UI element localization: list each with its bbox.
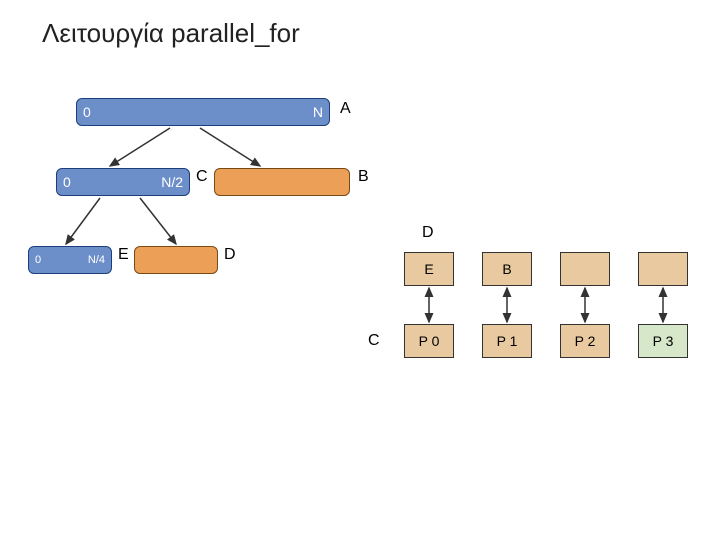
bar-a-right: N [313,104,323,120]
label-d: D [224,246,236,264]
label-b: B [358,168,369,186]
label-e: E [118,246,129,264]
box-top-2 [560,252,610,286]
box-top-0: E [404,252,454,286]
box-p0-label: P 0 [419,333,440,349]
bar-b [214,168,350,196]
bar-e-left: 0 [35,254,41,266]
bar-a: 0 N [76,98,330,126]
box-p1: P 1 [482,324,532,358]
box-p3: P 3 [638,324,688,358]
label-c: C [196,168,208,186]
bar-c-left: 0 [63,174,71,190]
page-title: Λειτουργία parallel_for [42,18,300,49]
bar-e: 0 N/4 [28,246,112,274]
box-p3-label: P 3 [653,333,674,349]
bar-c-right: N/2 [161,174,183,190]
box-top-1-label: B [502,261,511,277]
box-p0: P 0 [404,324,454,358]
box-top-3 [638,252,688,286]
box-p1-label: P 1 [497,333,518,349]
box-p2: P 2 [560,324,610,358]
box-p2-label: P 2 [575,333,596,349]
box-top-0-label: E [424,261,433,277]
label-a: A [340,100,351,118]
label-c-row: C [368,332,380,350]
bar-d [134,246,218,274]
bar-e-right: N/4 [88,254,105,266]
label-d-top: D [422,224,434,242]
box-top-1: B [482,252,532,286]
bar-a-left: 0 [83,104,91,120]
bar-c: 0 N/2 [56,168,190,196]
